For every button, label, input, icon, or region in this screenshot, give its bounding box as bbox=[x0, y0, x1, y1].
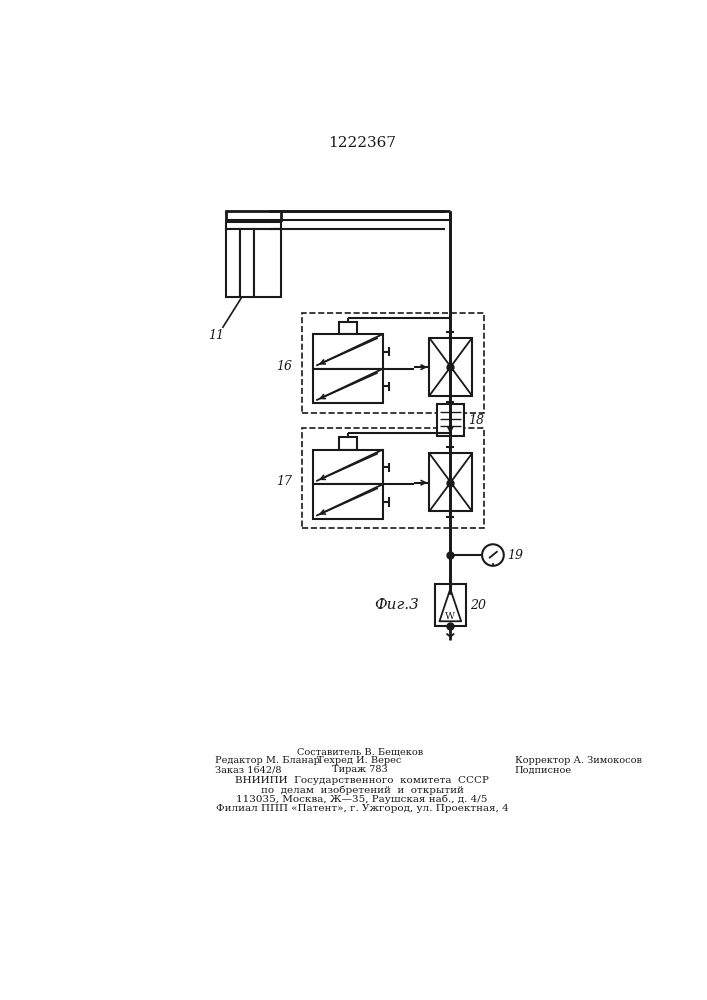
Text: 11: 11 bbox=[209, 329, 224, 342]
Text: по  делам  изобретений  и  открытий: по делам изобретений и открытий bbox=[260, 785, 463, 795]
Bar bbox=[313, 450, 383, 484]
Bar bbox=[339, 437, 356, 450]
Text: 1222367: 1222367 bbox=[328, 136, 396, 150]
Bar bbox=[313, 369, 383, 403]
Text: Редактор М. Бланар: Редактор М. Бланар bbox=[215, 756, 320, 765]
Text: Корректор А. Зимокосов: Корректор А. Зимокосов bbox=[515, 756, 641, 765]
Bar bbox=[429, 338, 472, 396]
Text: Составитель В. Бещеков: Составитель В. Бещеков bbox=[296, 747, 423, 756]
Bar bbox=[313, 334, 383, 369]
Bar bbox=[226, 229, 240, 297]
Text: 19: 19 bbox=[507, 549, 523, 562]
Text: Заказ 1642/8: Заказ 1642/8 bbox=[215, 766, 281, 774]
Bar bbox=[301, 312, 484, 413]
Text: Подписное: Подписное bbox=[515, 766, 572, 774]
Bar bbox=[429, 453, 472, 511]
Text: Техред И. Верес: Техред И. Верес bbox=[317, 756, 402, 765]
Bar bbox=[437, 404, 464, 436]
Bar bbox=[301, 428, 484, 528]
Bar bbox=[313, 484, 383, 519]
Text: ВНИИПИ  Государственного  комитета  СССР: ВНИИПИ Государственного комитета СССР bbox=[235, 776, 489, 785]
Bar bbox=[226, 222, 281, 229]
Text: Фиг.3: Фиг.3 bbox=[375, 598, 419, 612]
Text: 20: 20 bbox=[469, 599, 486, 612]
Bar bbox=[226, 211, 281, 220]
Text: 113035, Москва, Ж—35, Раушская наб., д. 4/5: 113035, Москва, Ж—35, Раушская наб., д. … bbox=[236, 794, 488, 804]
Text: Филиал ППП «Патент», г. Ужгород, ул. Проектная, 4: Филиал ППП «Патент», г. Ужгород, ул. Про… bbox=[216, 804, 508, 813]
Text: 18: 18 bbox=[468, 414, 484, 427]
Bar bbox=[435, 584, 466, 626]
Text: 16: 16 bbox=[276, 360, 292, 373]
Bar bbox=[240, 229, 255, 297]
Bar bbox=[255, 229, 281, 297]
Text: Тираж 783: Тираж 783 bbox=[332, 766, 387, 774]
Bar bbox=[339, 322, 356, 334]
Text: W: W bbox=[445, 612, 455, 621]
Text: 17: 17 bbox=[276, 475, 292, 488]
